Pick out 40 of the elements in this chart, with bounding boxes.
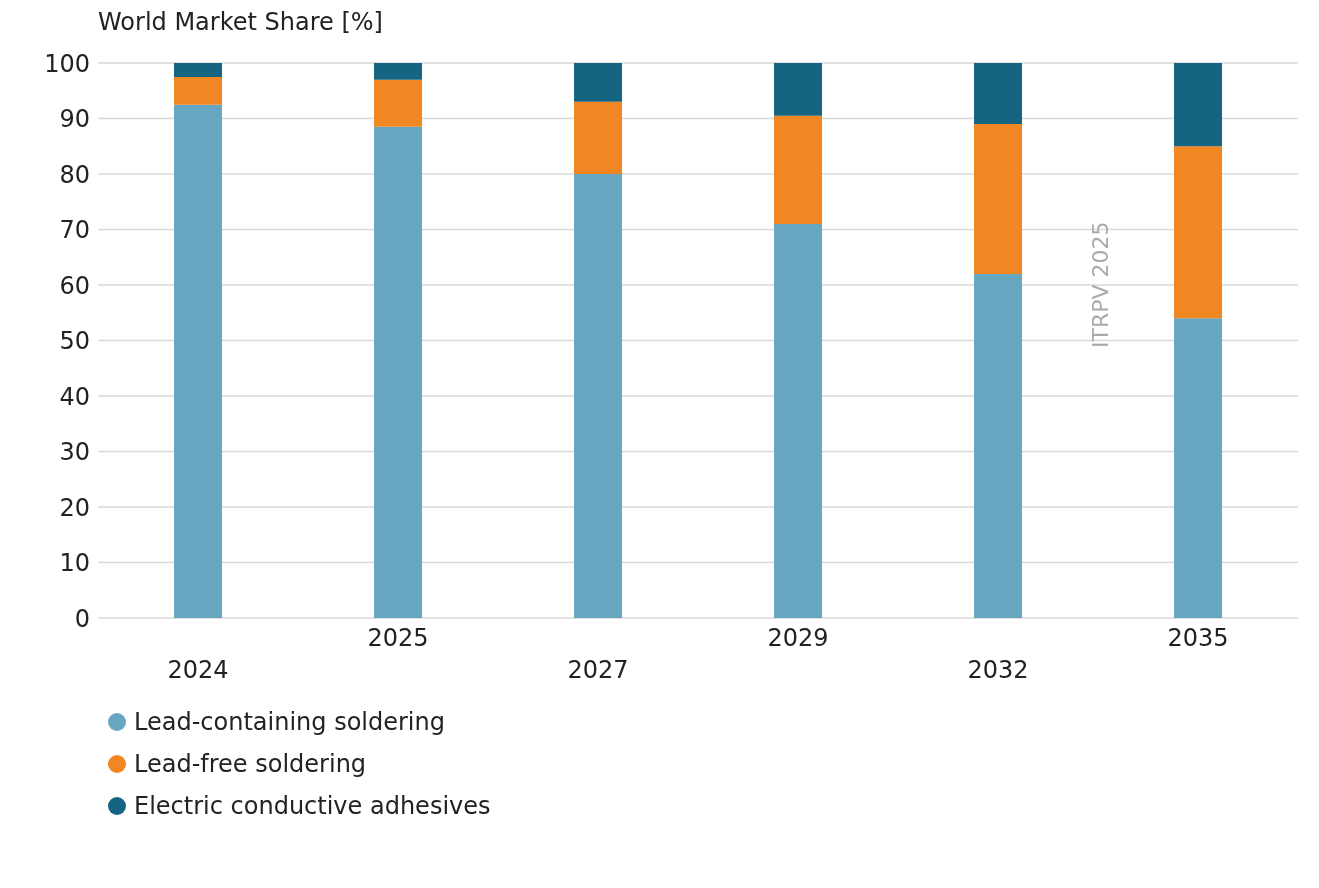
annotation: ITRPV 2025	[1088, 221, 1113, 348]
bar	[174, 76, 222, 105]
y-tick-label: 20	[59, 493, 90, 522]
bar	[774, 115, 822, 224]
legend-label: Lead-containing soldering	[134, 708, 445, 736]
x-tick-label: 2032	[967, 656, 1029, 684]
y-tick-label: 90	[59, 105, 90, 134]
x-tick-label: 2035	[1167, 624, 1229, 652]
bar	[1174, 318, 1222, 618]
bar	[174, 63, 222, 77]
bar	[1174, 63, 1222, 147]
y-tick-label: 40	[59, 382, 90, 411]
bar	[374, 126, 422, 618]
bar	[374, 79, 422, 127]
bar	[574, 101, 622, 174]
bar	[1174, 146, 1222, 319]
y-axis-title: World Market Share [%]	[98, 8, 384, 38]
y-tick-label: 70	[59, 216, 90, 245]
x-tick-label: 2027	[567, 656, 629, 684]
legend-label: Electric conductive adhesives	[134, 792, 491, 820]
y-tick-label: 30	[59, 438, 90, 467]
bar	[974, 273, 1022, 618]
bar	[574, 63, 622, 102]
bar	[374, 63, 422, 80]
y-tick-label: 0	[74, 604, 90, 633]
bar	[174, 104, 222, 618]
x-tick-label: 2025	[367, 624, 429, 652]
bar	[974, 124, 1022, 274]
y-tick-label: 10	[59, 549, 90, 578]
bar	[974, 63, 1022, 125]
bar	[574, 174, 622, 618]
y-tick-label: 50	[59, 327, 90, 356]
y-tick-label: 80	[59, 160, 90, 189]
x-tick-label: 2029	[767, 624, 829, 652]
legend-label: Lead-free soldering	[134, 750, 367, 778]
y-tick-label: 60	[59, 271, 90, 300]
bar	[774, 223, 822, 618]
y-tick-label: 100	[44, 49, 90, 78]
x-tick-label: 2024	[167, 656, 229, 684]
bar	[774, 63, 822, 116]
